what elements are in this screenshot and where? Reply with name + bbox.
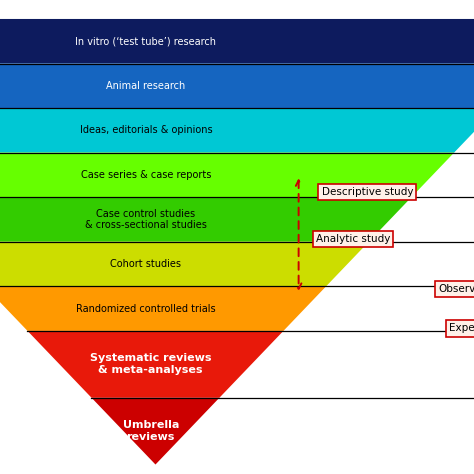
Polygon shape xyxy=(91,398,219,465)
Polygon shape xyxy=(0,19,474,64)
Polygon shape xyxy=(0,64,474,108)
Text: Analytic study: Analytic study xyxy=(316,234,390,245)
Text: Randomized controlled trials: Randomized controlled trials xyxy=(76,303,216,314)
Polygon shape xyxy=(0,153,454,197)
Text: Observa: Observa xyxy=(438,284,474,294)
Text: Cohort studies: Cohort studies xyxy=(110,259,182,269)
Text: Systematic reviews
& meta-analyses: Systematic reviews & meta-analyses xyxy=(90,354,211,375)
Text: Animal research: Animal research xyxy=(106,81,186,91)
Text: In vitro (‘test tube’) research: In vitro (‘test tube’) research xyxy=(75,36,217,46)
Polygon shape xyxy=(0,242,369,286)
Polygon shape xyxy=(27,331,283,398)
Text: Expe: Expe xyxy=(449,323,474,334)
Polygon shape xyxy=(0,108,474,153)
Text: Case control studies
& cross-sectional studies: Case control studies & cross-sectional s… xyxy=(85,209,207,230)
Text: Ideas, editorials & opinions: Ideas, editorials & opinions xyxy=(80,125,212,136)
Text: Descriptive study: Descriptive study xyxy=(321,187,413,197)
Polygon shape xyxy=(0,197,411,242)
Text: Umbrella
reviews: Umbrella reviews xyxy=(123,420,179,442)
Polygon shape xyxy=(0,286,326,331)
Text: Case series & case reports: Case series & case reports xyxy=(81,170,211,180)
